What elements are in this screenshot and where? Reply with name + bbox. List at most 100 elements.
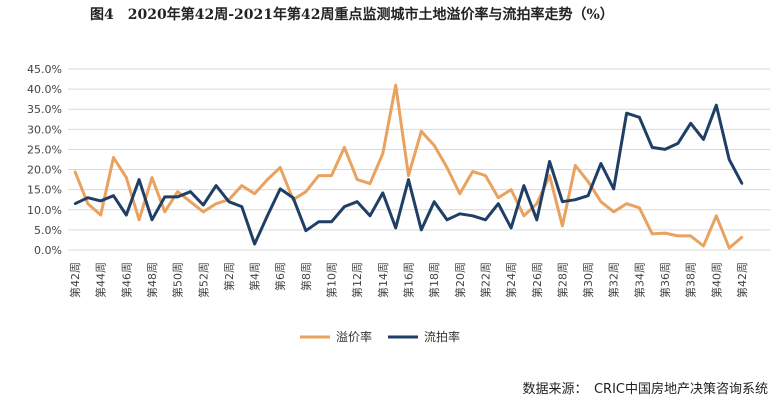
data-point	[214, 202, 218, 205]
data-point	[458, 192, 462, 195]
y-tick-label: 35.0%	[27, 103, 62, 116]
data-point	[86, 196, 90, 199]
x-tick-label: 第28周	[555, 262, 569, 298]
data-point	[176, 195, 179, 199]
data-point	[625, 202, 628, 205]
data-point	[702, 138, 705, 141]
data-point	[407, 178, 410, 181]
data-point	[355, 200, 359, 203]
y-tick-label: 10.0%	[27, 204, 62, 217]
data-point	[471, 214, 474, 218]
x-tick-label: 第22周	[478, 262, 492, 298]
data-point	[740, 182, 744, 185]
x-tick-label: 第40周	[709, 262, 723, 298]
data-point	[112, 194, 115, 197]
data-point	[202, 203, 205, 207]
data-point	[125, 213, 128, 217]
data-point	[548, 160, 551, 163]
x-tick-label: 第42周	[68, 262, 82, 298]
data-point	[561, 200, 564, 203]
data-point	[86, 202, 90, 205]
data-point	[176, 190, 179, 193]
data-point	[638, 206, 641, 209]
data-point	[612, 187, 615, 191]
x-tick-label: 第26周	[530, 262, 544, 298]
data-point	[381, 191, 385, 195]
data-point	[458, 212, 462, 215]
data-point	[535, 218, 538, 222]
x-tick-label: 第32周	[607, 262, 621, 298]
y-tick-label: 0.0%	[34, 244, 62, 257]
data-point	[420, 228, 423, 232]
data-point	[163, 195, 166, 199]
data-point	[612, 210, 615, 213]
data-point	[445, 166, 449, 169]
data-point	[240, 184, 243, 187]
data-point	[266, 214, 269, 218]
x-tick-label: 第8周	[299, 262, 313, 291]
data-point	[638, 116, 641, 119]
data-point	[432, 200, 436, 203]
x-tick-label: 第52周	[196, 262, 210, 298]
data-point	[330, 220, 333, 224]
data-point	[189, 200, 192, 203]
data-point	[394, 83, 397, 87]
data-point	[445, 218, 449, 222]
data-point	[189, 190, 192, 193]
data-point	[509, 188, 513, 191]
data-point	[137, 218, 141, 222]
x-tick-label: 第6周	[273, 262, 287, 291]
x-tick-label: 第38周	[684, 262, 698, 298]
data-point	[586, 194, 590, 197]
data-point	[740, 235, 744, 239]
data-point	[304, 229, 308, 232]
data-point	[651, 146, 654, 149]
y-tick-label: 20.0%	[27, 164, 62, 177]
data-point	[702, 244, 705, 248]
data-point	[368, 182, 372, 185]
data-point	[317, 220, 320, 224]
data-point	[689, 122, 692, 125]
y-tick-label: 30.0%	[27, 123, 62, 136]
data-point	[522, 214, 526, 218]
x-tick-label: 第12周	[350, 262, 364, 298]
data-point	[73, 202, 77, 205]
data-point	[586, 180, 590, 183]
data-point	[509, 226, 513, 230]
x-tick-label: 第50周	[171, 262, 185, 298]
x-tick-label: 第14周	[376, 262, 390, 298]
data-point	[291, 196, 295, 199]
data-point	[73, 170, 77, 173]
data-point	[535, 202, 538, 205]
data-point	[137, 178, 141, 181]
x-tick-label: 第30周	[581, 262, 595, 298]
data-point	[574, 164, 577, 167]
legend-label: 流拍率	[424, 329, 460, 344]
x-tick-label: 第16周	[402, 262, 416, 298]
data-point	[125, 176, 128, 179]
data-point	[663, 148, 667, 151]
data-point	[227, 200, 231, 203]
x-tick-label: 第48周	[145, 262, 159, 298]
data-point	[214, 184, 218, 187]
x-tick-label: 第34周	[632, 262, 646, 298]
data-point	[279, 166, 282, 169]
data-point	[689, 234, 692, 238]
data-point	[150, 218, 154, 222]
data-point	[522, 184, 526, 187]
data-point	[99, 199, 102, 203]
data-point	[548, 174, 551, 177]
data-point	[599, 200, 603, 203]
data-point	[497, 202, 500, 205]
data-point	[253, 192, 256, 195]
data-point	[330, 174, 333, 177]
x-tick-label: 第4周	[248, 262, 262, 291]
data-point	[407, 174, 410, 177]
chart-title: 图4 2020年第42周-2021年第42周重点监测城市土地溢价率与流拍率走势（…	[90, 7, 614, 23]
data-point	[381, 152, 385, 155]
data-point	[561, 224, 564, 228]
y-tick-label: 15.0%	[27, 184, 62, 197]
data-point	[727, 158, 731, 161]
data-point	[240, 205, 243, 208]
